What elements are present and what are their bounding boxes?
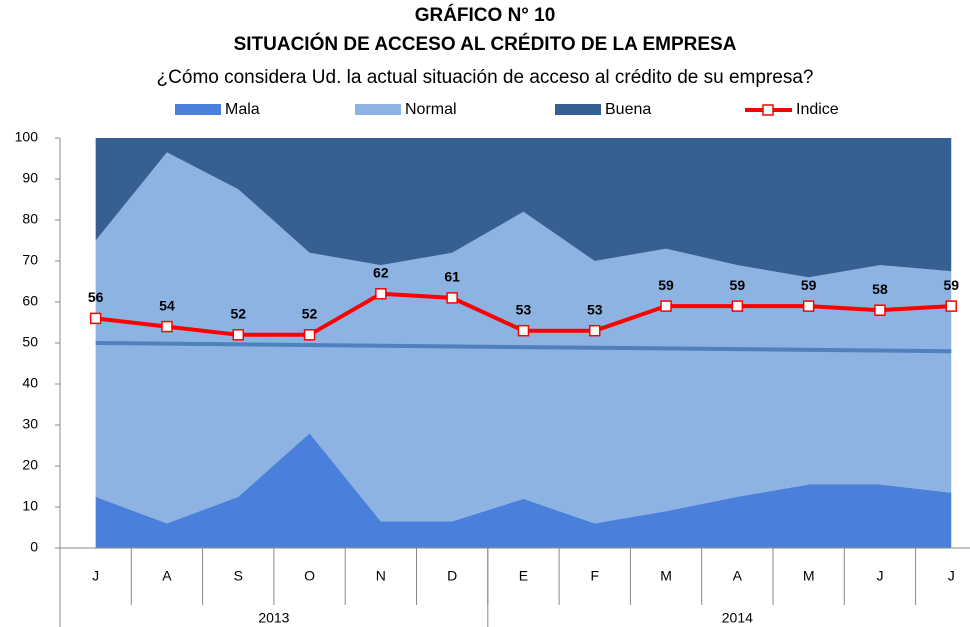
index-marker bbox=[802, 300, 815, 312]
data-label: 52 bbox=[230, 306, 246, 322]
y-tick-label: 60 bbox=[22, 293, 38, 309]
legend-label: Indice bbox=[796, 101, 839, 118]
legend-swatch bbox=[555, 104, 601, 115]
data-label: 56 bbox=[88, 289, 104, 305]
index-marker bbox=[161, 320, 173, 333]
data-label: 59 bbox=[658, 277, 674, 293]
index-marker bbox=[375, 288, 387, 300]
area bbox=[95, 152, 952, 524]
data-label: 54 bbox=[159, 297, 175, 313]
x-tick-label: J bbox=[876, 568, 883, 584]
index-marker bbox=[446, 292, 458, 304]
index-marker bbox=[874, 304, 886, 316]
data-label: 61 bbox=[444, 269, 460, 285]
data-label: 52 bbox=[302, 306, 318, 322]
x-tick-label: M bbox=[803, 568, 815, 584]
data-label: 53 bbox=[587, 301, 603, 317]
x-tick-label: S bbox=[234, 568, 243, 584]
y-tick-label: 80 bbox=[22, 211, 38, 227]
area bbox=[95, 433, 952, 548]
x-tick-label: A bbox=[733, 568, 743, 584]
index-marker bbox=[589, 324, 601, 337]
data-label: 59 bbox=[943, 277, 959, 293]
y-tick-label: 70 bbox=[22, 252, 38, 268]
chart-question: ¿Cómo considera Ud. la actual situación … bbox=[157, 67, 814, 88]
x-tick-label: N bbox=[376, 568, 386, 584]
legend-label: Buena bbox=[605, 101, 651, 118]
index-marker bbox=[89, 312, 102, 325]
x-tick-label: D bbox=[447, 568, 457, 584]
y-tick-label: 20 bbox=[22, 457, 38, 473]
y-tick-label: 100 bbox=[15, 129, 39, 145]
legend-swatch bbox=[175, 104, 221, 115]
trendline bbox=[95, 341, 952, 354]
x-tick-label: A bbox=[162, 568, 172, 584]
x-group-label: 2014 bbox=[722, 610, 753, 626]
x-group-label: 2013 bbox=[258, 610, 289, 626]
data-label: 59 bbox=[801, 277, 817, 293]
x-tick-label: M bbox=[660, 568, 672, 584]
legend-label: Mala bbox=[225, 101, 260, 118]
y-tick-label: 40 bbox=[22, 375, 38, 391]
index-marker bbox=[945, 300, 957, 312]
data-label: 53 bbox=[516, 301, 532, 317]
chart-title: GRÁFICO N° 10 bbox=[415, 4, 556, 26]
index-marker bbox=[303, 329, 316, 341]
index-marker bbox=[517, 324, 530, 337]
data-label: 62 bbox=[373, 265, 389, 281]
index-marker bbox=[731, 300, 744, 312]
y-tick-label: 50 bbox=[22, 334, 38, 350]
legend-swatch bbox=[355, 104, 401, 115]
y-tick-label: 0 bbox=[30, 539, 38, 555]
index-marker bbox=[660, 300, 672, 312]
y-tick-label: 10 bbox=[22, 498, 38, 514]
x-tick-label: E bbox=[519, 568, 528, 584]
index-marker bbox=[232, 329, 244, 341]
data-label: 59 bbox=[730, 277, 746, 293]
legend-label: Normal bbox=[405, 101, 457, 118]
x-tick-label: J bbox=[92, 568, 99, 584]
y-tick-label: 30 bbox=[22, 416, 38, 432]
x-tick-label: F bbox=[590, 568, 599, 584]
chart-subtitle: SITUACIÓN DE ACCESO AL CRÉDITO DE LA EMP… bbox=[234, 33, 737, 55]
y-tick-label: 90 bbox=[22, 170, 38, 186]
data-label: 58 bbox=[872, 281, 888, 297]
x-tick-label: O bbox=[304, 568, 315, 584]
x-tick-label: J bbox=[948, 568, 955, 584]
area bbox=[95, 138, 952, 278]
legend-marker bbox=[762, 104, 774, 116]
